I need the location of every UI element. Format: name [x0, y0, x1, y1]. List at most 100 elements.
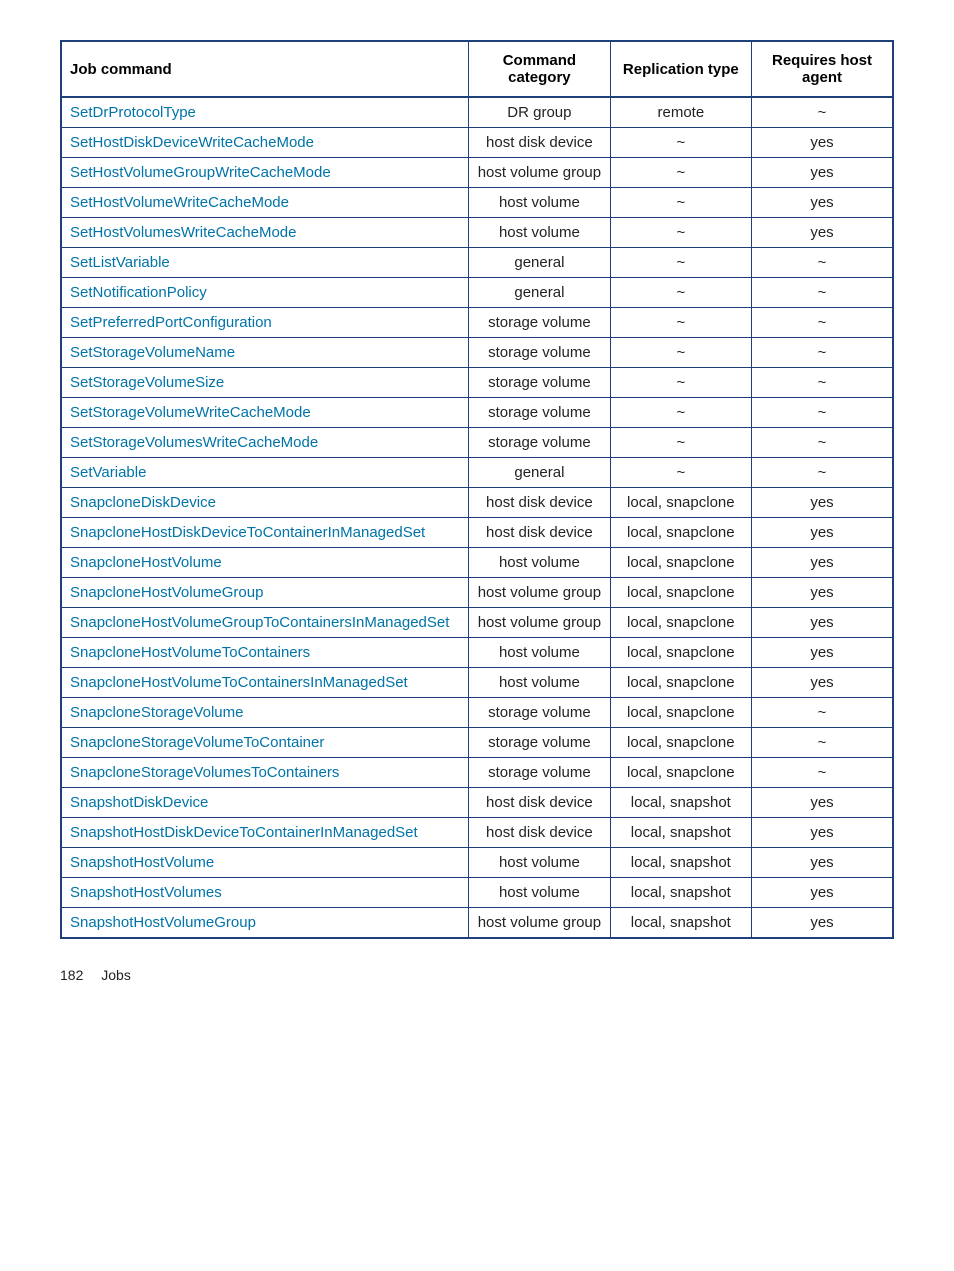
job-command-link[interactable]: SnapcloneHostVolume: [70, 554, 222, 571]
cell-command-category: host volume: [469, 548, 610, 578]
table-row: SnapshotHostVolumes host volumelocal, sna…: [61, 878, 893, 908]
cell-command-category: host volume: [469, 848, 610, 878]
cell-replication-type: local, snapclone: [610, 638, 751, 668]
cell-command-category: storage volume: [469, 368, 610, 398]
cell-replication-type: local, snapclone: [610, 698, 751, 728]
cell-requires-host-agent: yes: [752, 158, 893, 188]
cell-replication-type: remote: [610, 97, 751, 128]
cell-command-category: storage volume: [469, 728, 610, 758]
cell-requires-host-agent: ~: [752, 308, 893, 338]
cell-replication-type: ~: [610, 308, 751, 338]
cell-replication-type: local, snapclone: [610, 728, 751, 758]
col-header-replication-type: Replication type: [610, 41, 751, 97]
job-command-link[interactable]: SetListVariable: [70, 254, 170, 271]
cell-job-command: SetStorageVolumeWriteCacheMode: [61, 398, 469, 428]
job-command-link[interactable]: SnapshotDiskDevice: [70, 794, 208, 811]
job-command-link[interactable]: SnapcloneHostVolumeToContainers: [70, 644, 310, 661]
cell-replication-type: ~: [610, 428, 751, 458]
cell-job-command: SetHostVolumeGroupWriteCacheMode: [61, 158, 469, 188]
cell-replication-type: ~: [610, 458, 751, 488]
cell-job-command: SetPreferredPortConfiguration: [61, 308, 469, 338]
job-command-link[interactable]: SetStorageVolumeName: [70, 344, 235, 361]
cell-job-command: SetHostVolumeWriteCacheMode: [61, 188, 469, 218]
cell-job-command: SnapshotDiskDevice: [61, 788, 469, 818]
cell-requires-host-agent: yes: [752, 218, 893, 248]
job-command-link[interactable]: SetStorageVolumeWriteCacheMode: [70, 404, 311, 421]
cell-command-category: host disk device: [469, 488, 610, 518]
job-command-link[interactable]: SnapcloneStorageVolumesToContainers: [70, 764, 339, 781]
cell-replication-type: ~: [610, 338, 751, 368]
job-command-link[interactable]: SetHostDiskDeviceWriteCacheMode: [70, 134, 314, 151]
job-command-link[interactable]: SnapcloneHostVolumeToContainersInManaged…: [70, 674, 408, 691]
cell-job-command: SnapcloneStorageVolumeToContainer: [61, 728, 469, 758]
job-commands-table: Job command Command category Replication…: [60, 40, 894, 939]
table-row: SetNotificationPolicygeneral~~: [61, 278, 893, 308]
table-row: SnapshotHostVolume host volumelocal, snap…: [61, 848, 893, 878]
page-number: 182: [60, 967, 83, 983]
cell-job-command: SetDrProtocolType: [61, 97, 469, 128]
cell-replication-type: local, snapclone: [610, 488, 751, 518]
job-command-link[interactable]: SnapcloneHostVolumeGroup: [70, 584, 263, 601]
cell-job-command: SnapcloneHostVolumeToContainers: [61, 638, 469, 668]
cell-command-category: host disk device: [469, 518, 610, 548]
cell-command-category: general: [469, 458, 610, 488]
job-command-link[interactable]: SetPreferredPortConfiguration: [70, 314, 272, 331]
job-command-link[interactable]: SnapshotHostVolumes: [70, 884, 222, 901]
cell-job-command: SnapcloneHostVolumeToContainersInManaged…: [61, 668, 469, 698]
table-row: SetStorageVolumeWriteCacheModestorage vo…: [61, 398, 893, 428]
job-command-link[interactable]: SnapshotHostDiskDeviceToContainerInManag…: [70, 824, 418, 841]
cell-command-category: host volume group: [469, 578, 610, 608]
cell-command-category: host disk device: [469, 128, 610, 158]
job-command-link[interactable]: SnapshotHostVolumeGroup: [70, 914, 256, 931]
cell-job-command: SnapcloneHostDiskDeviceToContainerInMana…: [61, 518, 469, 548]
table-row: SetPreferredPortConfiguration storage vol…: [61, 308, 893, 338]
table-row: SnapcloneHostVolumeGroup host volume grou…: [61, 578, 893, 608]
job-command-link[interactable]: SnapcloneHostDiskDeviceToContainerInMana…: [70, 524, 425, 541]
job-command-link[interactable]: SnapcloneDiskDevice: [70, 494, 216, 511]
cell-replication-type: ~: [610, 218, 751, 248]
cell-job-command: SetStorageVolumeSize: [61, 368, 469, 398]
table-body: SetDrProtocolTypeDR groupremote~SetHostD…: [61, 97, 893, 938]
cell-command-category: storage volume: [469, 308, 610, 338]
table-row: SnapcloneHostVolumeGroupToContainersInMa…: [61, 608, 893, 638]
cell-command-category: host volume group: [469, 608, 610, 638]
job-command-link[interactable]: SetDrProtocolType: [70, 104, 196, 121]
table-row: SnapshotHostDiskDeviceToContainerInManag…: [61, 818, 893, 848]
job-command-link[interactable]: SnapcloneHostVolumeGroupToContainersInMa…: [70, 614, 449, 631]
cell-command-category: host volume group: [469, 158, 610, 188]
cell-command-category: host volume: [469, 878, 610, 908]
cell-requires-host-agent: yes: [752, 638, 893, 668]
job-command-link[interactable]: SetHostVolumeGroupWriteCacheMode: [70, 164, 331, 181]
cell-job-command: SnapshotHostVolumeGroup: [61, 908, 469, 939]
job-command-link[interactable]: SetStorageVolumeSize: [70, 374, 224, 391]
cell-job-command: SetListVariable: [61, 248, 469, 278]
cell-requires-host-agent: ~: [752, 698, 893, 728]
cell-requires-host-agent: ~: [752, 398, 893, 428]
cell-replication-type: local, snapshot: [610, 848, 751, 878]
job-command-link[interactable]: SetHostVolumeWriteCacheMode: [70, 194, 289, 211]
job-command-link[interactable]: SetHostVolumesWriteCacheMode: [70, 224, 297, 241]
page-container: Job command Command category Replication…: [0, 0, 954, 1013]
cell-job-command: SnapcloneStorageVolumesToContainers: [61, 758, 469, 788]
cell-job-command: SetHostVolumesWriteCacheMode: [61, 218, 469, 248]
cell-job-command: SetVariable: [61, 458, 469, 488]
col-header-command-category: Command category: [469, 41, 610, 97]
cell-job-command: SetStorageVolumeName: [61, 338, 469, 368]
table-row: SnapcloneDiskDevice host disk devicelocal…: [61, 488, 893, 518]
table-row: SetHostDiskDeviceWriteCacheMode host disk…: [61, 128, 893, 158]
cell-replication-type: local, snapclone: [610, 668, 751, 698]
table-row: SnapcloneHostVolumehost volumelocal, sna…: [61, 548, 893, 578]
job-command-link[interactable]: SetVariable: [70, 464, 146, 481]
cell-command-category: general: [469, 248, 610, 278]
job-command-link[interactable]: SnapshotHostVolume: [70, 854, 214, 871]
job-command-link[interactable]: SnapcloneStorageVolume: [70, 704, 243, 721]
job-command-link[interactable]: SetNotificationPolicy: [70, 284, 207, 301]
table-row: SnapcloneStorageVolumestorage volumeloca…: [61, 698, 893, 728]
cell-replication-type: ~: [610, 368, 751, 398]
job-command-link[interactable]: SetStorageVolumesWriteCacheMode: [70, 434, 318, 451]
job-command-link[interactable]: SnapcloneStorageVolumeToContainer: [70, 734, 324, 751]
cell-replication-type: local, snapclone: [610, 578, 751, 608]
cell-replication-type: local, snapclone: [610, 758, 751, 788]
cell-replication-type: local, snapshot: [610, 878, 751, 908]
table-header: Job command Command category Replication…: [61, 41, 893, 97]
